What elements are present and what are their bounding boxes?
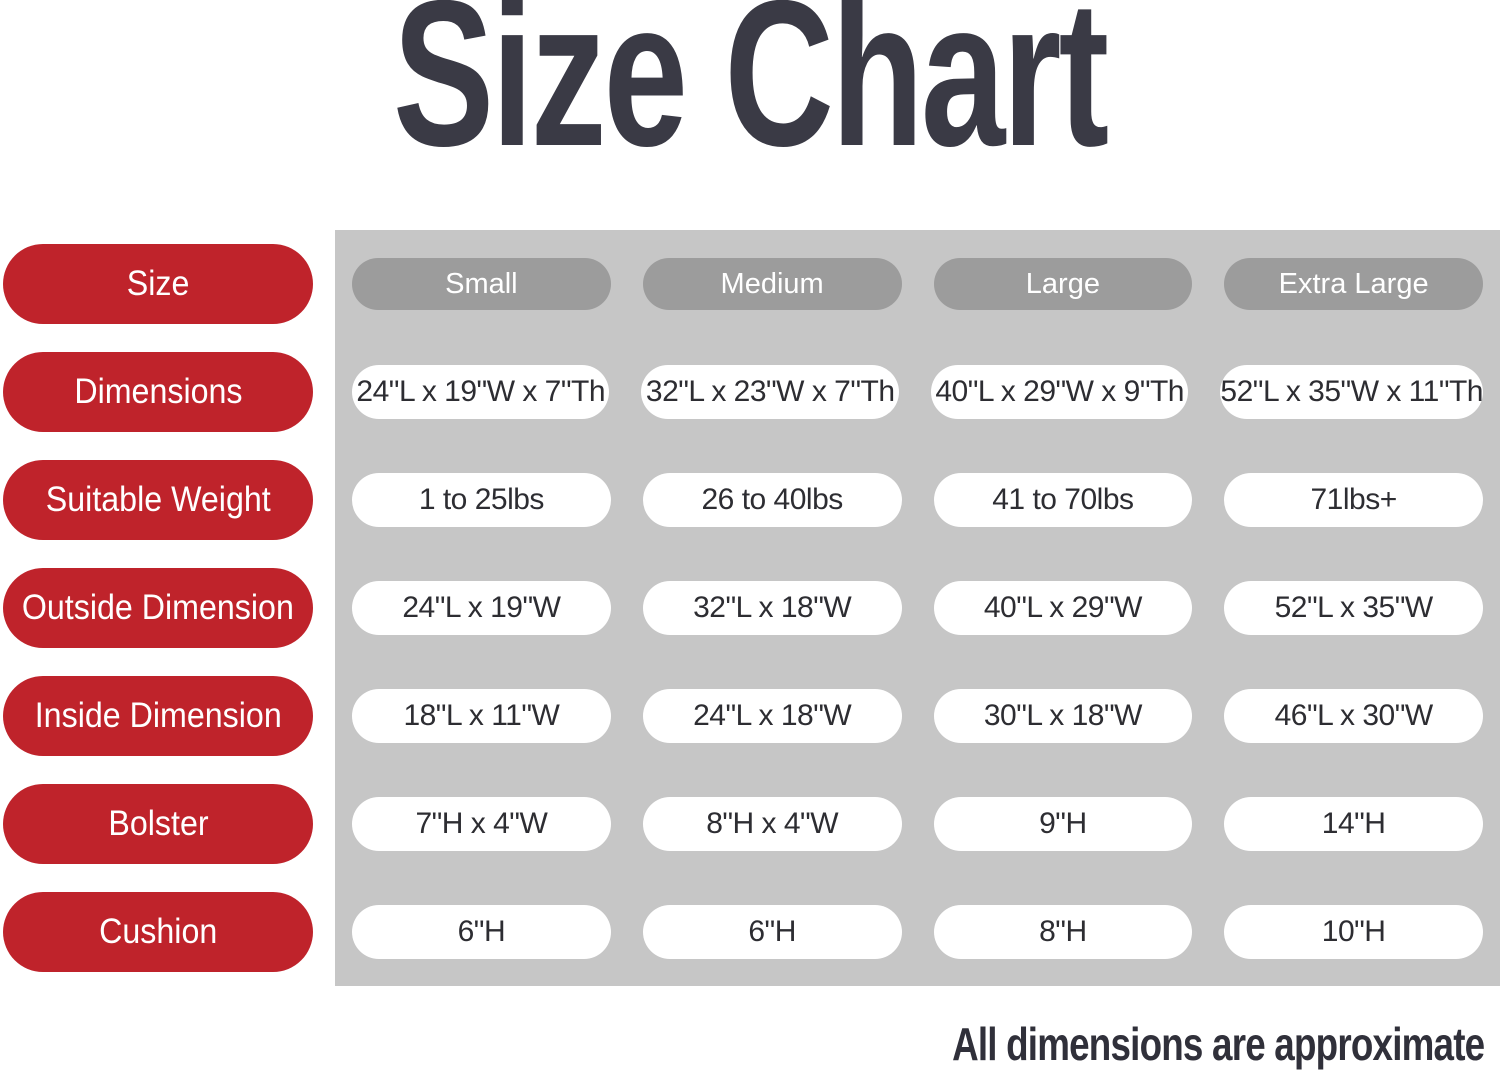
row-label-column: Size Dimensions Suitable Weight Outside …	[3, 230, 313, 986]
column-header-small: Small	[352, 258, 611, 310]
table-cell: 40"L x 29"W	[933, 581, 1193, 635]
table-cell: 32"L x 23"W x 7"Th	[641, 365, 899, 419]
row-label-size: Size	[3, 244, 313, 324]
row-label-bolster: Bolster	[3, 784, 313, 864]
table-cell: 6"H	[642, 905, 902, 959]
row-label-suitable-weight: Suitable Weight	[3, 460, 313, 540]
table-row-suitable-weight: 1 to 25lbs 26 to 40lbs 41 to 70lbs 71lbs…	[335, 446, 1500, 554]
table-row-outside-dimension: 24"L x 19"W 32"L x 18"W 40"L x 29"W 52"L…	[335, 554, 1500, 662]
table-cell: 52"L x 35"W	[1224, 581, 1483, 635]
table-cell: 40"L x 29"W x 9"Th	[930, 365, 1189, 419]
table-cell: 7"H x 4"W	[352, 797, 611, 851]
table-cell: 8"H x 4"W	[642, 797, 902, 851]
row-label-dimensions: Dimensions	[3, 352, 313, 432]
table-cell: 6"H	[352, 905, 611, 959]
table-row-inside-dimension: 18"L x 11"W 24"L x 18"W 30"L x 18"W 46"L…	[335, 662, 1500, 770]
table-cell: 41 to 70lbs	[933, 473, 1193, 527]
table-cell: 9"H	[933, 797, 1193, 851]
table-row-cushion: 6"H 6"H 8"H 10"H	[335, 878, 1500, 986]
table-cell: 46"L x 30"W	[1224, 689, 1483, 743]
table-cell: 71lbs+	[1224, 473, 1483, 527]
table-cell: 24"L x 19"W x 7"Th	[352, 365, 610, 419]
table-cell: 32"L x 18"W	[642, 581, 902, 635]
row-label-inside-dimension: Inside Dimension	[3, 676, 313, 756]
footnote: All dimensions are approximate	[951, 1018, 1485, 1070]
table-cell: 24"L x 18"W	[642, 689, 902, 743]
table-header-row: Small Medium Large Extra Large	[335, 230, 1500, 338]
size-chart-panel: Small Medium Large Extra Large 24"L x 19…	[335, 230, 1500, 986]
table-cell: 24"L x 19"W	[352, 581, 611, 635]
table-cell: 14"H	[1224, 797, 1483, 851]
table-cell: 10"H	[1224, 905, 1483, 959]
table-row-bolster: 7"H x 4"W 8"H x 4"W 9"H 14"H	[335, 770, 1500, 878]
column-header-large: Large	[933, 258, 1193, 310]
row-label-cushion: Cushion	[3, 892, 313, 972]
table-cell: 52"L x 35"W x 11"Th	[1220, 365, 1483, 419]
table-cell: 18"L x 11"W	[352, 689, 611, 743]
table-cell: 8"H	[933, 905, 1193, 959]
table-cell: 1 to 25lbs	[352, 473, 611, 527]
column-header-medium: Medium	[642, 258, 902, 310]
table-cell: 30"L x 18"W	[933, 689, 1193, 743]
page-title-text: Size Chart	[393, 0, 1109, 190]
table-cell: 26 to 40lbs	[642, 473, 902, 527]
row-label-outside-dimension: Outside Dimension	[3, 568, 313, 648]
page-title: Size Chart	[0, 0, 1500, 178]
table-row-dimensions: 24"L x 19"W x 7"Th 32"L x 23"W x 7"Th 40…	[335, 338, 1500, 446]
column-header-extra-large: Extra Large	[1224, 258, 1483, 310]
